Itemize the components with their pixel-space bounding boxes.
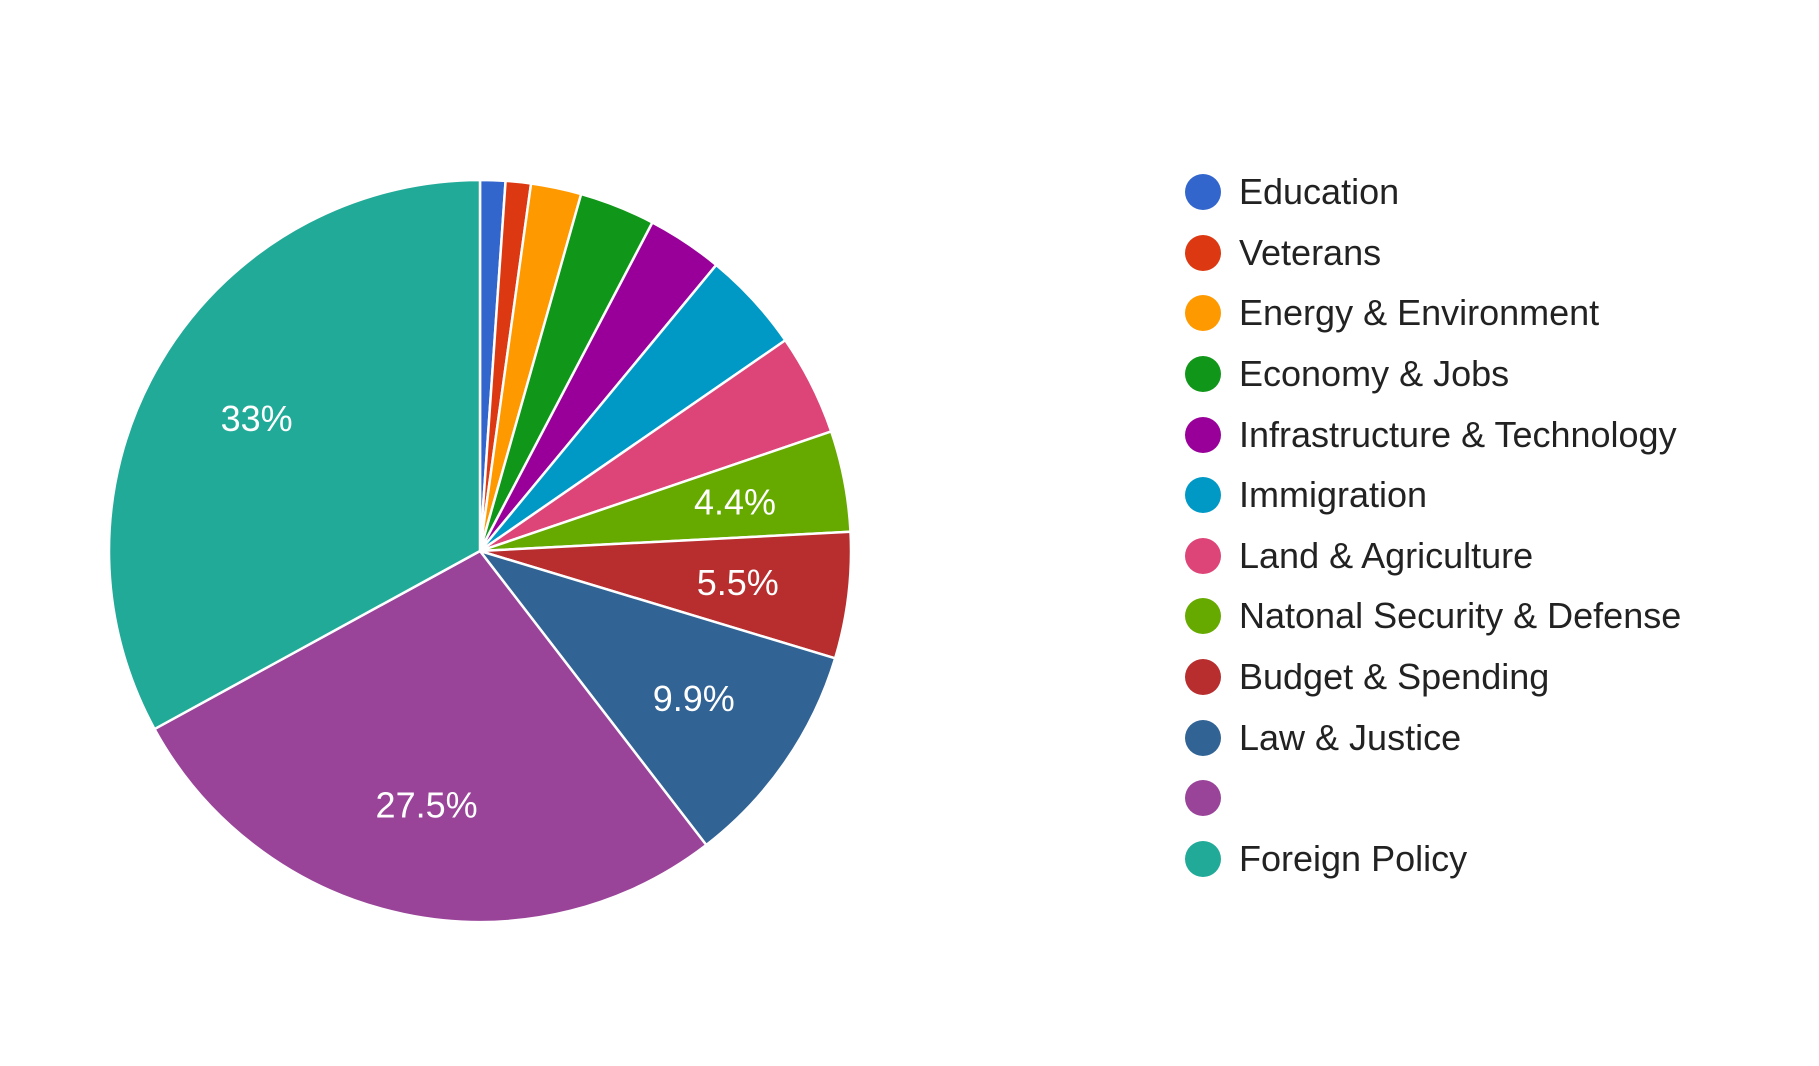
legend-label: Infrastructure & Technology — [1239, 413, 1677, 455]
slice-label-unlabeled-10: 27.5% — [376, 785, 478, 826]
legend-swatch — [1185, 659, 1221, 696]
legend-label: Foreign Policy — [1239, 837, 1468, 879]
legend-swatch — [1185, 174, 1221, 211]
legend-label: Education — [1239, 171, 1400, 213]
pie-slice-law-and-justice — [478, 549, 837, 847]
legend-item-education: Education — [1185, 162, 1681, 223]
legend-swatch — [1185, 780, 1221, 817]
legend-label: Land & Agriculture — [1239, 534, 1534, 576]
legend-item-law-and-justice: Law & Justice — [1185, 707, 1681, 768]
legend-item-energy-and-environment: Energy & Environment — [1185, 283, 1681, 344]
slice-label-budget-and-spending: 5.5% — [697, 562, 779, 603]
legend-label: Immigration — [1239, 474, 1428, 516]
legend-item-foreign-policy: Foreign Policy — [1185, 829, 1681, 890]
legend-label: Budget & Spending — [1239, 656, 1550, 698]
slice-label-law-and-justice: 9.9% — [653, 678, 735, 719]
legend-swatch — [1185, 477, 1221, 514]
slice-label-natonal-security-and-defense: 4.4% — [694, 481, 776, 522]
legend-label: Natonal Security & Defense — [1239, 595, 1682, 637]
legend-label: Economy & Jobs — [1239, 353, 1510, 395]
legend-item-land-and-agriculture: Land & Agriculture — [1185, 526, 1681, 587]
legend-label: Law & Justice — [1239, 716, 1462, 758]
pie-slice-unlabeled-10 — [153, 549, 708, 924]
legend-item-infrastructure-and-technology: Infrastructure & Technology — [1185, 404, 1681, 465]
legend-item-immigration: Immigration — [1185, 465, 1681, 526]
legend-item-economy-and-jobs: Economy & Jobs — [1185, 344, 1681, 405]
legend-label: Veterans — [1239, 231, 1382, 273]
pie-slices — [107, 178, 853, 924]
legend-label: Energy & Environment — [1239, 292, 1600, 334]
pie-slice-labels: 4.4% 5.5% 9.9% 27.5% 33% — [221, 398, 779, 826]
legend-swatch — [1185, 234, 1221, 271]
legend-item-unlabeled-10 — [1185, 768, 1681, 829]
legend-swatch — [1185, 356, 1221, 393]
slice-label-foreign-policy: 33% — [221, 398, 293, 439]
legend: Education Veterans Energy & Environment Eco… — [1185, 162, 1681, 889]
legend-swatch — [1185, 840, 1221, 877]
legend-swatch — [1185, 537, 1221, 574]
legend-swatch — [1185, 719, 1221, 756]
legend-item-natonal-security-and-defense: Natonal Security & Defense — [1185, 586, 1681, 647]
pie-slice-foreign-policy — [107, 178, 482, 731]
legend-item-budget-and-spending: Budget & Spending — [1185, 647, 1681, 708]
legend-swatch — [1185, 295, 1221, 332]
legend-swatch — [1185, 598, 1221, 635]
legend-item-veterans: Veterans — [1185, 223, 1681, 284]
legend-swatch — [1185, 416, 1221, 453]
